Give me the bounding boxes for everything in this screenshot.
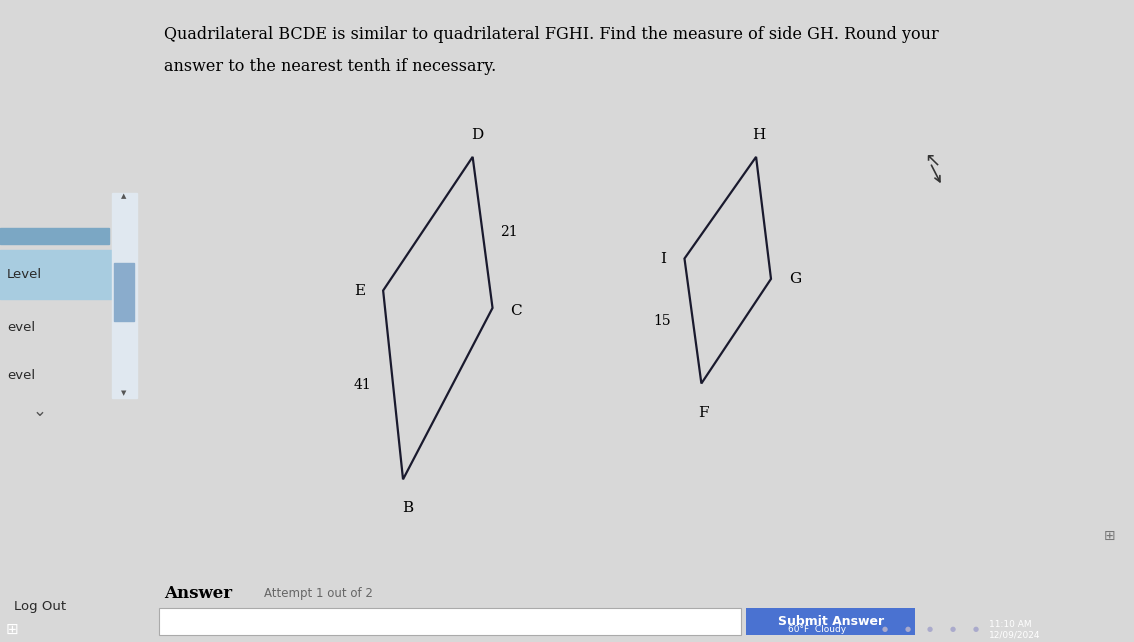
Text: ▲: ▲ bbox=[121, 193, 127, 199]
Text: H: H bbox=[753, 128, 765, 143]
Text: evel: evel bbox=[7, 369, 35, 382]
Bar bbox=[111, 193, 137, 398]
Text: Attempt 1 out of 2: Attempt 1 out of 2 bbox=[264, 587, 373, 600]
FancyBboxPatch shape bbox=[160, 608, 742, 635]
Text: 60°F  Cloudy: 60°F Cloudy bbox=[788, 625, 846, 634]
Bar bbox=[0, 228, 109, 244]
Text: Log Out: Log Out bbox=[14, 600, 66, 613]
Text: Quadrilateral BCDE is similar to quadrilateral FGHI. Find the measure of side GH: Quadrilateral BCDE is similar to quadril… bbox=[164, 26, 939, 43]
Text: 15: 15 bbox=[653, 314, 671, 328]
Text: ▼: ▼ bbox=[121, 390, 127, 396]
Text: 11:10 AM: 11:10 AM bbox=[989, 620, 1032, 629]
Text: F: F bbox=[699, 406, 709, 419]
Text: Answer: Answer bbox=[164, 585, 232, 602]
Text: answer to the nearest tenth if necessary.: answer to the nearest tenth if necessary… bbox=[164, 58, 497, 75]
Text: 12/09/2024: 12/09/2024 bbox=[989, 630, 1040, 639]
Text: ●: ● bbox=[904, 626, 911, 632]
Text: D: D bbox=[472, 128, 484, 143]
Text: Submit Answer: Submit Answer bbox=[778, 615, 883, 628]
Text: ⌄: ⌄ bbox=[32, 402, 46, 420]
Text: G: G bbox=[789, 272, 801, 286]
Text: Level: Level bbox=[7, 268, 42, 281]
Text: ●: ● bbox=[926, 626, 933, 632]
Text: B: B bbox=[403, 501, 414, 516]
Text: ↖: ↖ bbox=[924, 150, 940, 169]
Text: E: E bbox=[354, 284, 365, 297]
Text: evel: evel bbox=[7, 321, 35, 334]
FancyBboxPatch shape bbox=[746, 608, 915, 635]
Text: ●: ● bbox=[949, 626, 956, 632]
Text: ●: ● bbox=[972, 626, 979, 632]
Bar bbox=[115, 263, 134, 321]
Text: 21: 21 bbox=[500, 225, 518, 239]
Text: C: C bbox=[510, 304, 522, 318]
Text: 41: 41 bbox=[354, 378, 371, 392]
Text: I: I bbox=[661, 252, 667, 266]
Text: ●: ● bbox=[881, 626, 888, 632]
Text: ⊞: ⊞ bbox=[6, 621, 18, 637]
Text: ⊞: ⊞ bbox=[1103, 529, 1115, 542]
Bar bbox=[0, 250, 111, 299]
